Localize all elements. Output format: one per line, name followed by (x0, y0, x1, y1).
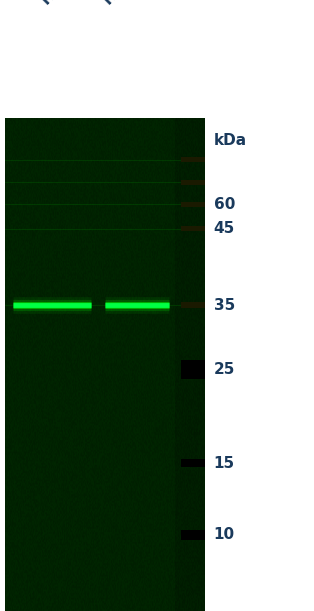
Text: 25: 25 (214, 362, 235, 377)
Text: 45: 45 (214, 221, 235, 236)
Bar (181, 202, 205, 207)
Text: 35: 35 (214, 298, 235, 313)
Text: 10: 10 (214, 527, 235, 542)
Text: HeLa: HeLa (100, 0, 142, 7)
Text: kDa: kDa (214, 133, 247, 148)
Bar (181, 302, 205, 309)
Bar (181, 158, 205, 163)
Text: 15: 15 (214, 456, 235, 470)
Bar (181, 180, 205, 185)
Bar (181, 360, 205, 379)
Bar (181, 530, 205, 540)
Bar (181, 459, 205, 467)
Text: 60: 60 (214, 197, 235, 212)
Bar (181, 227, 205, 232)
Text: HEK293T: HEK293T (38, 0, 104, 7)
